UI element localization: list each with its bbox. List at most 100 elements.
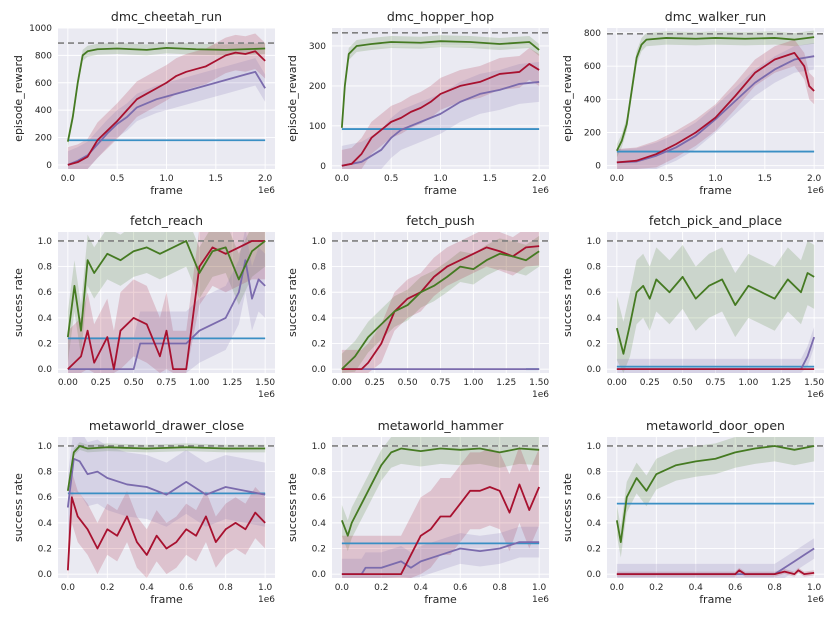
y-tick-label: 0.6 [587,288,602,298]
x-tick-label: 0.0 [61,583,76,593]
series-line-purple [67,70,266,166]
series-band-red [341,445,540,578]
x-tick-label: 0.00 [332,378,352,388]
series-line-green [615,445,815,544]
subplot-metaworld-door-open: 0.0 0.2 0.4 0.6 0.8 1.0 0.0 0.2 0.4 0.6 0.8 1.0 meta… [561,418,824,606]
subplot-fetch-pick-and-place: 0.0 0.2 0.4 0.6 0.8 1.0 0.00 0.25 0.50 0.75 1.00 1.… [561,213,824,400]
y-tick-label: 0.0 [587,570,602,580]
x-tick-label: 1.00 [463,378,483,388]
y-axis-label: success rate [286,268,299,337]
x-tick-label: 0.8 [768,583,783,593]
subplot-fetch-push: 0.0 0.2 0.4 0.6 0.8 1.0 0.00 0.25 0.50 0.75 1.00 1.… [286,213,549,400]
series-line-green [66,46,266,142]
x-offset-label: 1e6 [807,186,824,196]
y-tick-label: 0 [320,162,326,172]
y-tick-label: 600 [35,79,52,89]
series-line-green [341,447,540,537]
y-tick-label: 800 [584,29,601,39]
plot-area [58,437,275,578]
series-line-red [341,245,540,371]
y-tick-label: 0.8 [312,263,327,273]
subplot-title: dmc_walker_run [665,9,766,24]
subplot-dmc-hopper-hop: 0 100 200 300 0.0 0.5 1.0 1.5 2.0 dmc_hopper_hopf… [286,9,549,197]
x-tick-label: 2.0 [258,174,273,184]
series-band-red [341,232,540,373]
x-tick-label: 1.50 [255,378,275,388]
series-band-green [341,235,540,373]
plot-area [607,437,824,578]
y-tick-label: 0.0 [312,365,327,375]
series-line-red [66,496,266,571]
series-group [58,232,275,373]
y-tick-label: 0.0 [38,365,53,375]
series-line-green [616,36,815,152]
y-tick-label: 0 [595,162,601,172]
series-line-purple [67,259,266,371]
subplot-title: metaworld_hammer [378,418,505,433]
series-band-red [67,471,266,578]
subplot-fetch-reach: 0.0 0.2 0.4 0.6 0.8 1.0 0.00 0.25 0.50 0.75 1.00 1.… [12,213,275,400]
series-band-green [616,30,815,158]
x-axis-label: frame [150,184,183,197]
series-band-purple [616,326,815,373]
y-tick-label: 0.2 [587,340,601,350]
subplot-title: fetch_push [406,213,474,228]
y-axis-label: episode_reward [12,55,25,142]
x-tick-label: 0.0 [335,174,350,184]
y-tick-label: 0.6 [587,493,602,503]
series-line-red [67,50,266,166]
x-tick-label: 0.8 [219,583,234,593]
x-tick-label: 1.0 [532,583,547,593]
series-line-purple [66,457,266,508]
y-tick-label: 400 [35,106,52,116]
series-group [607,240,824,373]
y-tick-label: 0.6 [38,288,53,298]
x-offset-label: 1e6 [532,186,549,196]
y-axis-label: success rate [561,473,574,542]
series-band-red [616,39,815,169]
x-tick-label: 2.0 [532,174,547,184]
y-tick-label: 0.8 [38,468,53,478]
subplot-title: dmc_cheetah_run [111,9,222,24]
subplot-metaworld-drawer-close: 0.0 0.2 0.4 0.6 0.8 1.0 0.0 0.2 0.4 0.6 0.8 1.0 meta… [12,418,275,606]
series-line-green [66,445,266,491]
y-tick-label: 100 [309,122,326,132]
y-tick-label: 1.0 [587,237,602,247]
x-tick-label: 0.5 [659,174,673,184]
x-axis-label: frame [699,593,732,606]
series-line-green [66,240,266,338]
x-tick-label: 0.6 [728,583,743,593]
x-tick-label: 2.0 [807,174,822,184]
x-tick-label: 1.0 [159,174,174,184]
series-band-green [67,232,266,363]
x-tick-label: 1.0 [433,174,448,184]
x-axis-label: frame [424,184,457,197]
subplot-metaworld-hammer: 0.0 0.2 0.4 0.6 0.8 1.0 0.0 0.2 0.4 0.6 0.8 1.0 meta… [286,418,549,606]
x-tick-label: 1.25 [771,378,791,388]
series-line-red [67,240,266,371]
y-tick-label: 800 [35,51,52,61]
x-tick-label: 0.00 [58,378,78,388]
x-tick-label: 1.25 [222,378,242,388]
y-tick-label: 0.6 [38,493,53,503]
y-axis-label: success rate [286,473,299,542]
y-axis-label: episode_reward [286,55,299,142]
series-line-purple [341,541,540,576]
series-line-purple [616,55,815,164]
x-tick-label: 1.00 [189,378,209,388]
y-tick-label: 1.0 [312,237,327,247]
x-tick-label: 1.5 [758,174,772,184]
x-tick-label: 0.0 [61,174,76,184]
series-band-red [67,33,266,169]
x-axis-label: frame [424,593,457,606]
series-line-green [340,40,540,128]
series-band-purple [67,437,266,540]
x-offset-label: 1e6 [258,186,275,196]
x-tick-label: 0.2 [649,583,663,593]
x-tick-label: 1.5 [483,174,497,184]
y-tick-label: 400 [584,95,601,105]
x-tick-label: 0.0 [610,174,625,184]
series-group [332,31,549,169]
x-offset-label: 1e6 [532,390,549,400]
x-tick-label: 1.0 [258,583,273,593]
